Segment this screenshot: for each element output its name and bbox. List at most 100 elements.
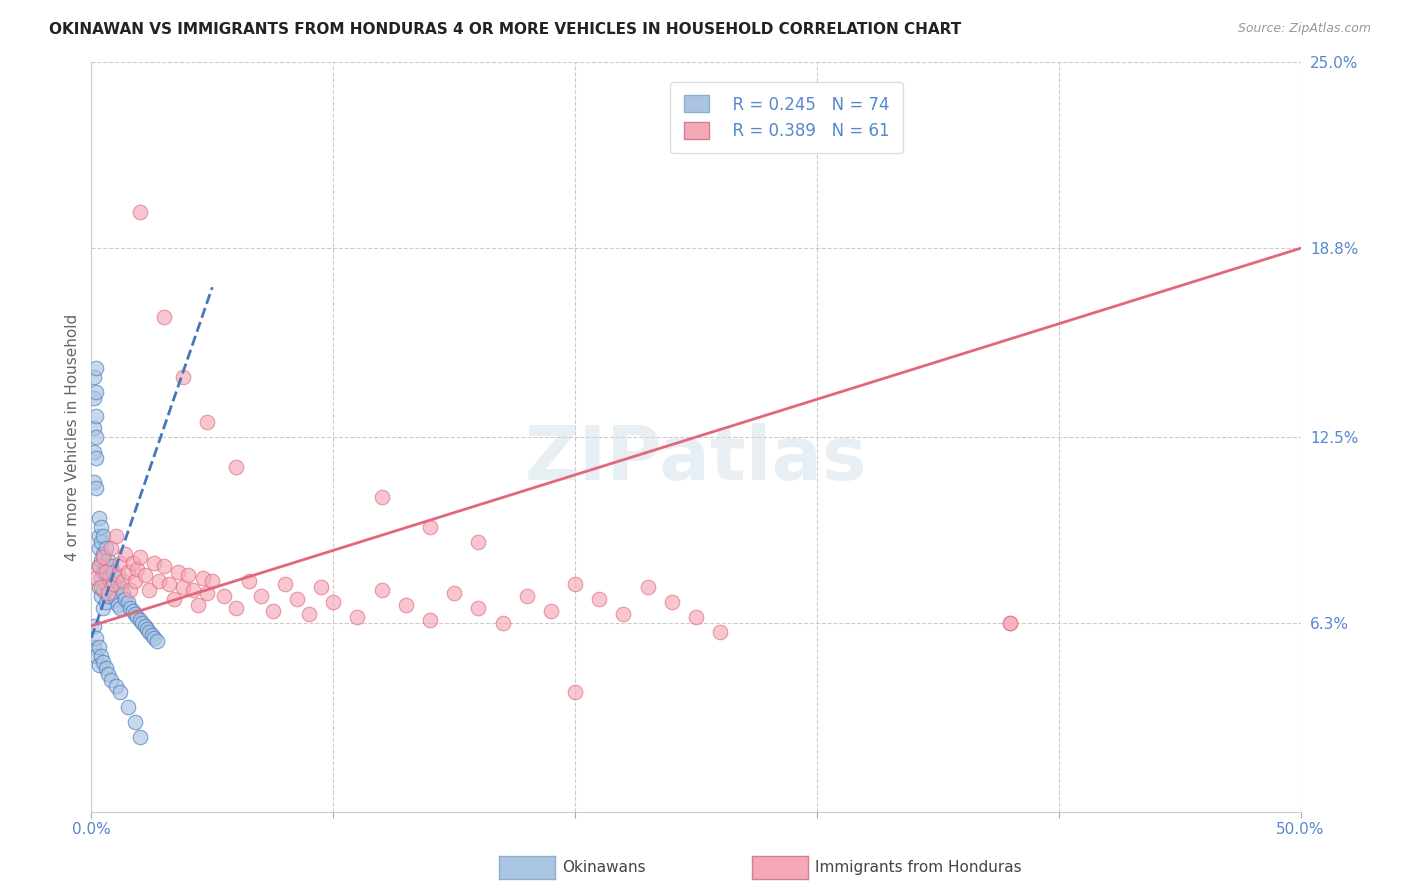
- Point: [121, 604, 143, 618]
- Point: [84, 571, 107, 585]
- Point: [101, 586, 124, 600]
- Point: [90, 571, 112, 585]
- Point: [104, 571, 127, 585]
- Point: [124, 574, 146, 588]
- Point: [93, 655, 115, 669]
- Point: [107, 577, 129, 591]
- Point: [709, 624, 731, 639]
- Point: [157, 577, 180, 591]
- Point: [131, 615, 153, 630]
- Point: [153, 558, 176, 573]
- Point: [87, 541, 110, 555]
- Point: [83, 370, 105, 384]
- Point: [128, 613, 150, 627]
- Point: [110, 556, 132, 570]
- Point: [143, 556, 166, 570]
- Point: [100, 541, 122, 555]
- Point: [274, 577, 297, 591]
- Point: [90, 553, 112, 567]
- Point: [94, 661, 117, 675]
- Point: [117, 565, 139, 579]
- Point: [84, 430, 107, 444]
- Point: [225, 460, 247, 475]
- Point: [1000, 615, 1022, 630]
- Point: [370, 490, 392, 504]
- Text: OKINAWAN VS IMMIGRANTS FROM HONDURAS 4 OR MORE VEHICLES IN HOUSEHOLD CORRELATION: OKINAWAN VS IMMIGRANTS FROM HONDURAS 4 O…: [49, 22, 962, 37]
- Point: [141, 628, 163, 642]
- Point: [93, 601, 115, 615]
- Point: [162, 591, 184, 606]
- Point: [262, 604, 284, 618]
- Point: [101, 565, 124, 579]
- Point: [94, 541, 117, 555]
- Point: [87, 580, 110, 594]
- Point: [83, 475, 105, 489]
- Point: [94, 577, 117, 591]
- Point: [181, 582, 204, 597]
- Point: [467, 535, 489, 549]
- Point: [467, 601, 489, 615]
- Point: [172, 370, 194, 384]
- Point: [564, 685, 586, 699]
- Y-axis label: 4 or more Vehicles in Household: 4 or more Vehicles in Household: [65, 313, 80, 561]
- Point: [685, 610, 707, 624]
- Point: [346, 610, 368, 624]
- Point: [491, 615, 513, 630]
- Point: [191, 571, 214, 585]
- Point: [285, 591, 308, 606]
- Point: [124, 607, 146, 621]
- Point: [90, 589, 112, 603]
- Point: [110, 685, 132, 699]
- Point: [97, 553, 120, 567]
- Point: [100, 558, 122, 573]
- Point: [84, 648, 107, 663]
- Point: [225, 601, 247, 615]
- Point: [110, 580, 132, 594]
- Point: [100, 673, 122, 687]
- Point: [104, 679, 127, 693]
- Text: Source: ZipAtlas.com: Source: ZipAtlas.com: [1237, 22, 1371, 36]
- Point: [110, 601, 132, 615]
- Point: [83, 619, 105, 633]
- Point: [94, 558, 117, 573]
- Point: [84, 631, 107, 645]
- Point: [114, 547, 136, 561]
- Point: [84, 451, 107, 466]
- Point: [93, 547, 115, 561]
- Point: [564, 577, 586, 591]
- Point: [153, 310, 176, 325]
- Point: [90, 580, 112, 594]
- Point: [90, 520, 112, 534]
- Point: [127, 562, 149, 576]
- Point: [419, 613, 441, 627]
- Point: [238, 574, 260, 588]
- Point: [128, 730, 150, 744]
- Point: [136, 622, 159, 636]
- Point: [87, 657, 110, 672]
- Point: [84, 385, 107, 400]
- Point: [201, 574, 224, 588]
- Point: [128, 205, 150, 219]
- Point: [84, 361, 107, 376]
- Point: [419, 520, 441, 534]
- Point: [148, 574, 170, 588]
- Point: [97, 571, 120, 585]
- Point: [134, 568, 156, 582]
- Point: [94, 565, 117, 579]
- Text: ZIPatlas: ZIPatlas: [524, 423, 868, 496]
- Point: [443, 586, 465, 600]
- Point: [516, 589, 538, 603]
- Point: [120, 582, 142, 597]
- Point: [214, 589, 236, 603]
- Point: [117, 699, 139, 714]
- Point: [172, 580, 194, 594]
- Point: [90, 648, 112, 663]
- Point: [114, 591, 136, 606]
- Point: [197, 586, 219, 600]
- Point: [104, 591, 127, 606]
- Point: [111, 574, 134, 588]
- Point: [83, 640, 105, 654]
- Point: [104, 529, 127, 543]
- Point: [107, 598, 129, 612]
- Point: [93, 582, 115, 597]
